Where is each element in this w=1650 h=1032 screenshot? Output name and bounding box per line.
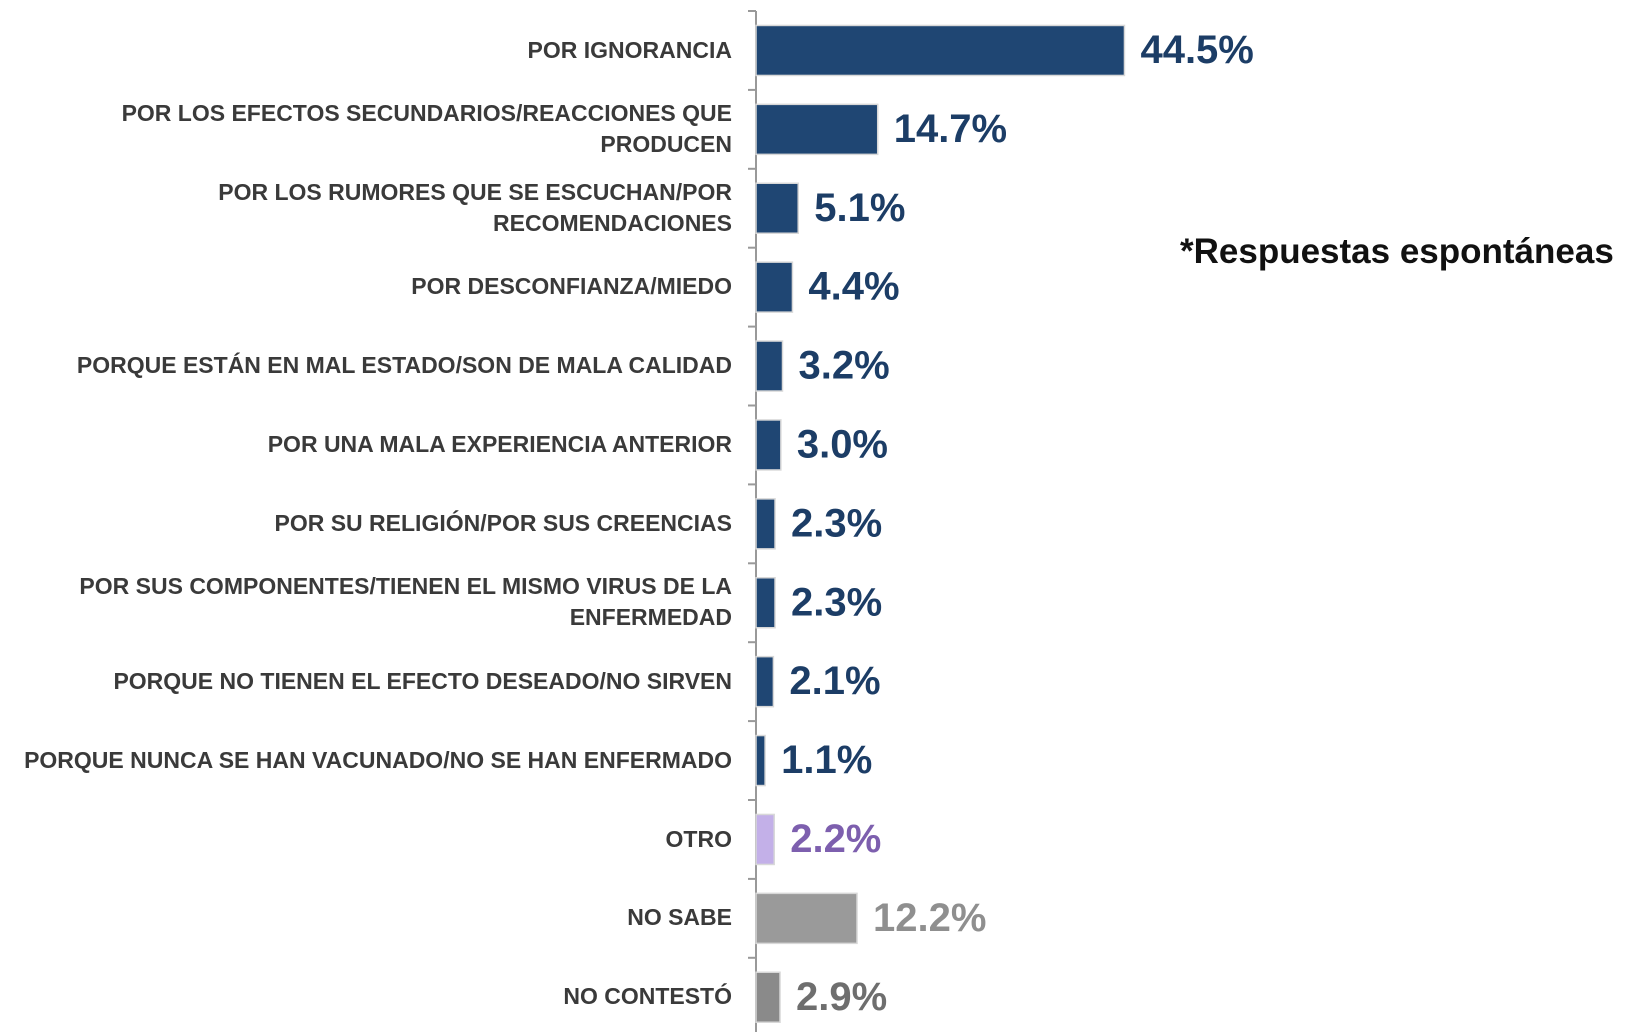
value-label: 5.1% <box>814 186 905 230</box>
value-label: 3.0% <box>797 423 888 467</box>
category-label: POR SU RELIGIÓN/POR SUS CREENCIAS <box>0 484 732 562</box>
category-label: NO SABE <box>0 879 732 957</box>
category-label: POR SUS COMPONENTES/TIENEN EL MISMO VIRU… <box>0 563 732 641</box>
category-text: NO CONTESTÓ <box>563 983 732 1010</box>
value-label: 2.9% <box>796 975 887 1019</box>
bar <box>755 261 794 313</box>
category-text: NO SABE <box>627 904 732 931</box>
value-label: 2.2% <box>790 817 881 861</box>
bar <box>755 24 1126 77</box>
category-text: PORQUE NUNCA SE HAN VACUNADO/NO SE HAN E… <box>24 746 732 773</box>
category-text: OTRO <box>665 825 732 852</box>
bar <box>755 103 879 156</box>
value-label: 3.2% <box>798 344 889 388</box>
value-label: 2.3% <box>791 501 882 545</box>
category-label: POR DESCONFIANZA/MIEDO <box>0 248 732 326</box>
bar <box>755 498 776 550</box>
bar <box>755 813 775 866</box>
bar <box>755 182 799 234</box>
value-label: 2.3% <box>791 580 882 624</box>
category-text: POR SUS COMPONENTES/TIENEN EL MISMO VIRU… <box>79 573 732 631</box>
category-text: PORQUE NO TIENEN EL EFECTO DESEADO/NO SI… <box>113 667 732 694</box>
value-label: 44.5% <box>1140 28 1253 72</box>
value-label: 2.1% <box>789 659 880 703</box>
category-label: PORQUE NUNCA SE HAN VACUNADO/NO SE HAN E… <box>0 721 732 799</box>
category-label: POR UNA MALA EXPERIENCIA ANTERIOR <box>0 406 732 484</box>
bar <box>755 419 782 471</box>
category-label: OTRO <box>0 800 732 878</box>
category-text: POR LOS RUMORES QUE SE ESCUCHAN/POR RECO… <box>218 178 732 236</box>
value-label: 4.4% <box>808 265 899 309</box>
category-label: PORQUE NO TIENEN EL EFECTO DESEADO/NO SI… <box>0 642 732 720</box>
bar <box>755 340 784 392</box>
category-text: PORQUE ESTÁN EN MAL ESTADO/SON DE MALA C… <box>76 352 732 379</box>
bar <box>755 577 776 629</box>
category-label: PORQUE ESTÁN EN MAL ESTADO/SON DE MALA C… <box>0 327 732 405</box>
value-label: 1.1% <box>781 738 872 782</box>
category-text: POR DESCONFIANZA/MIEDO <box>411 273 732 300</box>
bar <box>755 655 775 708</box>
bar <box>755 971 781 1023</box>
category-text: POR LOS EFECTOS SECUNDARIOS/REACCIONES Q… <box>121 99 732 157</box>
annotation: *Respuestas espontáneas <box>1180 232 1614 271</box>
value-label: 14.7% <box>894 107 1007 151</box>
bar <box>755 892 858 945</box>
category-text: POR IGNORANCIA <box>527 36 732 63</box>
bar <box>755 734 766 787</box>
category-label: NO CONTESTÓ <box>0 958 732 1032</box>
category-label: POR LOS EFECTOS SECUNDARIOS/REACCIONES Q… <box>0 90 732 168</box>
category-label: POR LOS RUMORES QUE SE ESCUCHAN/POR RECO… <box>0 169 732 247</box>
category-text: POR SU RELIGIÓN/POR SUS CREENCIAS <box>274 509 732 536</box>
value-label: 12.2% <box>873 896 986 940</box>
category-text: POR UNA MALA EXPERIENCIA ANTERIOR <box>267 431 732 457</box>
category-label: POR IGNORANCIA <box>0 11 732 89</box>
